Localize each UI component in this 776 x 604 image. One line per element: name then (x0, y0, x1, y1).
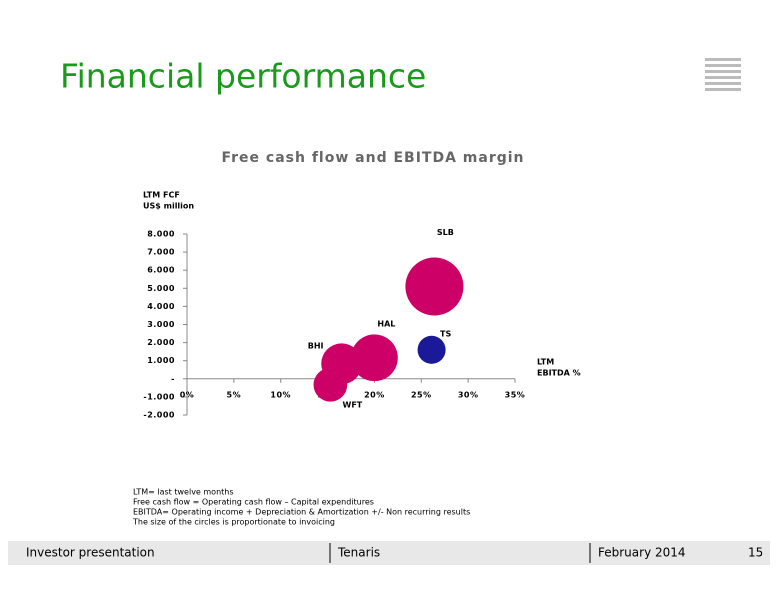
y-axis-title: US$ million (143, 202, 194, 211)
bubble (405, 257, 464, 316)
y-tick-label: 6.000 (147, 266, 175, 275)
y-tick-label: 3.000 (147, 320, 175, 329)
notes: LTM= last twelve months Free cash flow =… (132, 488, 470, 527)
y-tick-label: 2.000 (147, 338, 175, 347)
bubble (417, 335, 446, 364)
y-tick-label: -2.000 (143, 411, 175, 420)
bubble-label: WFT (343, 400, 363, 409)
bubble-label: HAL (377, 319, 395, 328)
x-tick-label: 25% (411, 390, 432, 399)
y-tick-label: 5.000 (147, 284, 175, 293)
chart-title: Free cash flow and EBITDA margin (221, 150, 524, 166)
x-tick-label: 0% (180, 390, 195, 399)
footer-page: 15 (748, 546, 763, 560)
footer-band (8, 541, 770, 565)
footer-date: February 2014 (598, 546, 686, 560)
bubble-label: SLB (437, 228, 454, 237)
x-tick-label: 35% (505, 390, 526, 399)
note: EBITDA= Operating income + Depreciation … (133, 508, 470, 517)
x-tick-label: 10% (270, 390, 291, 399)
footer-left: Investor presentation (26, 546, 155, 560)
x-tick-label: 20% (364, 390, 385, 399)
bubble (351, 334, 398, 382)
y-axis-title: LTM FCF (143, 191, 180, 200)
y-tick-label: 4.000 (147, 302, 175, 311)
bubble-label: TS (440, 329, 451, 338)
y-tick-label: 1.000 (147, 356, 175, 365)
x-tick-label: 5% (227, 390, 242, 399)
logo-lines (705, 58, 741, 91)
x-axis-title: EBITDA % (537, 369, 581, 378)
y-tick-label: -1.000 (143, 392, 175, 401)
x-axis-title: LTM (537, 358, 554, 367)
footer-center: Tenaris (337, 546, 380, 560)
y-tick-label: 7.000 (147, 248, 175, 257)
plot: 8.000 7.000 6.000 5.000 4.000 3.000 2.000 1.000… (143, 228, 526, 420)
y-tick-label: - (171, 374, 175, 383)
x-tick-label: 30% (458, 390, 479, 399)
slide-title: Financial performance (60, 57, 426, 96)
note: LTM= last twelve months (133, 488, 234, 497)
note: Free cash flow = Operating cash flow – C… (133, 498, 374, 507)
y-tick-label: 8.000 (147, 230, 175, 239)
note: The size of the circles is proportionate… (132, 518, 335, 527)
bubble (313, 367, 348, 402)
bubble-label: BHI (308, 341, 324, 350)
